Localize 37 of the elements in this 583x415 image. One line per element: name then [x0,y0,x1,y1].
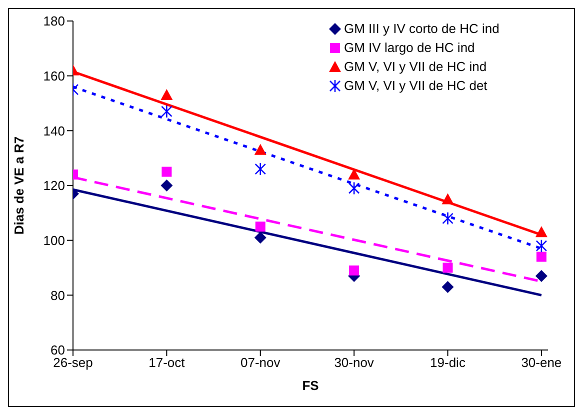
x-tick-label: 26-sep [53,355,93,370]
legend-label: GM V, VI y VII de HC ind [344,59,487,74]
point [442,280,454,293]
y-tick-label: 100 [43,232,65,248]
y-tick-label: 80 [50,288,65,303]
point [442,212,454,226]
point [160,180,173,192]
point [535,226,548,238]
x-axis-title: FS [302,378,320,393]
x-tick-label: 17-oct [148,355,186,370]
point [536,239,548,252]
point [254,232,266,244]
point [536,252,546,262]
y-tick-label: 180 [43,14,65,29]
point [161,104,172,118]
point [442,193,454,204]
legend-label: GM IV largo de HC ind [344,40,475,55]
point [254,144,266,155]
y-tick-label: 120 [43,178,65,194]
y-axis-title: Dias de VE a R7 [12,136,27,235]
x-tick-label: 30-nov [334,355,374,370]
point [254,162,266,176]
y-tick-label: 60 [50,342,65,358]
point [348,182,360,195]
x-tick-label: 19-dic [430,355,466,370]
point [160,89,173,100]
legend-label: GM V, VI y VII de HC det [344,78,488,93]
y-tick-label: 160 [43,68,65,84]
x-tick-label: 07-nov [240,355,281,370]
x-tick-label: 30-ene [521,355,562,370]
legend-label: GM III y IV corto de HC ind [344,21,500,36]
point [442,262,453,273]
point [255,222,266,232]
y-tick-label: 140 [43,123,65,138]
point [349,265,360,276]
point [535,270,548,282]
point [162,166,172,177]
